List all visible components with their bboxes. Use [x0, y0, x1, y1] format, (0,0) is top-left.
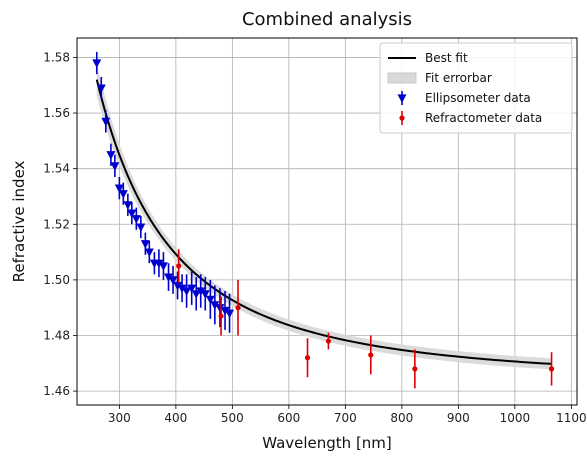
legend-box — [379, 42, 573, 134]
y-tick-label: 1.46 — [43, 384, 70, 398]
x-tick-label: 1000 — [500, 411, 531, 425]
legend-best-fit-label: Best fit — [425, 51, 468, 65]
x-tick-label: 1100 — [556, 411, 587, 425]
x-axis: 300 400 500 600 700 800 900 1000 1100 — [108, 405, 587, 425]
ellipsometer-point — [173, 281, 183, 291]
ellipsometer-point — [196, 287, 206, 296]
y-tick-label: 1.54 — [43, 162, 70, 176]
ellipsometer-point — [96, 84, 106, 93]
refractometer-point — [368, 352, 374, 358]
refractometer-point — [304, 355, 311, 361]
ellipsometer-point — [200, 290, 210, 299]
ellipsometer-point — [154, 259, 164, 269]
ellipsometer-point — [131, 215, 141, 224]
legend: Best fit Fit errorbar Ellipsometer data … — [379, 42, 573, 134]
legend-refractometer-label: Refractometer data — [425, 111, 542, 125]
legend-fit-errorbar-patch — [387, 72, 417, 84]
refractometer-point — [176, 263, 182, 269]
ellipsometer-point — [140, 240, 150, 249]
legend-ellipsometer-label: Ellipsometer data — [425, 91, 531, 105]
y-tick-label: 1.50 — [43, 273, 70, 287]
legend-ellipsometer-marker — [397, 91, 407, 105]
x-tick-label: 300 — [108, 411, 131, 425]
ellipsometer-point — [158, 262, 168, 271]
refractometer-series — [176, 249, 555, 389]
ellipsometer-point — [127, 209, 137, 219]
refractometer-point — [218, 313, 224, 319]
ellipsometer-point — [92, 59, 102, 68]
refractometer-point — [548, 366, 555, 372]
ellipsometer-point — [118, 190, 128, 199]
ellipsometer-point — [123, 201, 133, 210]
ellipsometer-point — [168, 276, 178, 285]
plot-frame — [76, 37, 578, 406]
ellipsometer-point — [144, 248, 154, 258]
ellipsometer-point — [191, 290, 201, 299]
x-tick-label: 600 — [277, 411, 300, 425]
y-tick-label: 1.56 — [43, 106, 70, 120]
ellipsometer-point — [225, 309, 235, 319]
ellipsometer-point — [177, 284, 187, 294]
x-tick-label: 800 — [390, 411, 413, 425]
x-tick-label: 400 — [164, 411, 187, 425]
ellipsometer-point — [110, 162, 120, 171]
refractometer-point — [412, 366, 418, 372]
y-tick-label: 1.58 — [43, 50, 70, 64]
y-tick-label: 1.48 — [43, 328, 70, 342]
x-tick-label: 700 — [334, 411, 357, 425]
x-tick-label: 900 — [447, 411, 470, 425]
y-axis-label: Refractive index — [10, 160, 28, 282]
legend-fit-errorbar-label: Fit errorbar — [425, 71, 492, 85]
ellipsometer-point — [215, 304, 225, 313]
y-tick-label: 1.52 — [43, 217, 70, 231]
ellipsometer-point — [182, 287, 192, 296]
chart-title: Combined analysis — [242, 9, 412, 30]
ellipsometer-point — [205, 295, 215, 305]
y-axis: 1.46 1.48 1.50 1.52 1.54 1.56 1.58 — [43, 50, 77, 398]
refractometer-point — [325, 338, 332, 344]
best-fit-line — [95, 79, 552, 365]
legend-refractometer-dot — [399, 115, 405, 121]
ellipsometer-point — [106, 151, 116, 160]
ellipsometer-point — [136, 223, 146, 233]
ellipsometer-point — [114, 184, 124, 194]
x-axis-label: Wavelength [nm] — [262, 434, 392, 452]
ellipsometer-point — [187, 284, 197, 294]
ellipsometer-point — [101, 117, 111, 127]
legend-ellipsometer-triangle — [397, 94, 407, 103]
ellipsometer-point — [210, 301, 220, 310]
best-fit-group — [95, 79, 552, 365]
legend-refractometer-marker — [399, 111, 405, 125]
refractometer-point — [235, 305, 241, 311]
ellipsometer-point — [164, 273, 174, 283]
x-tick-label: 500 — [221, 411, 244, 425]
ellipsometer-series — [92, 51, 235, 333]
ellipsometer-point — [220, 306, 230, 316]
